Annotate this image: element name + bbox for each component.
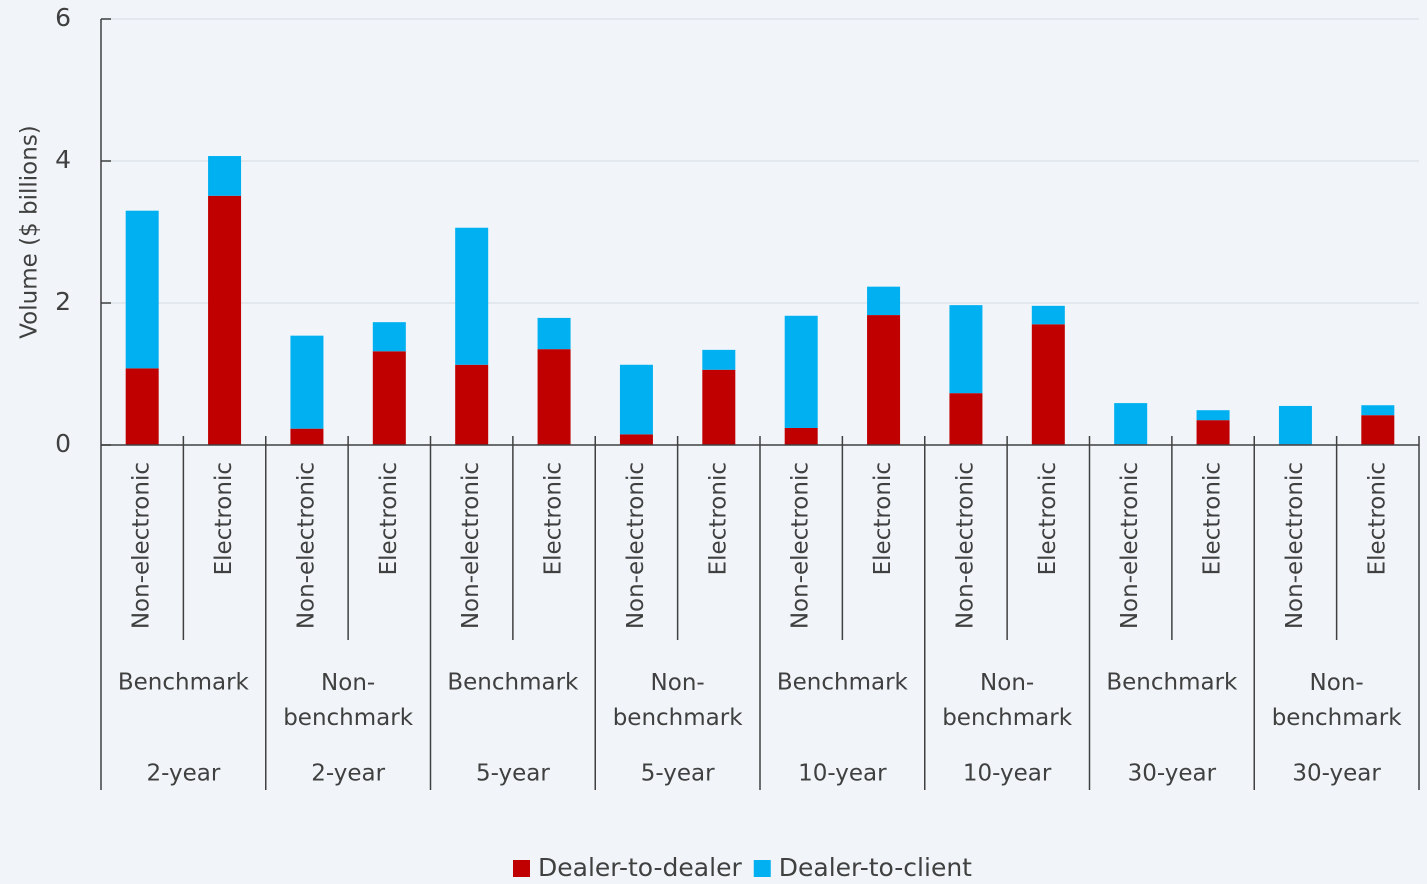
- bar-segment: [537, 317, 571, 350]
- bar-segment: [290, 428, 324, 445]
- term-label: 5-year: [476, 761, 550, 787]
- x-tick-label: Electronic: [211, 462, 237, 575]
- x-tick-label: Non-electronic: [293, 462, 319, 629]
- term-label: 10-year: [963, 761, 1052, 787]
- x-tick-label: Electronic: [705, 462, 731, 575]
- y-tick-label: 6: [55, 3, 71, 32]
- bar-segment: [1031, 305, 1065, 325]
- term-label: 2-year: [146, 761, 220, 787]
- bar-segment: [290, 335, 324, 429]
- group-label: Benchmark: [1106, 670, 1238, 696]
- group-label: Non-benchmark: [283, 670, 414, 731]
- group-label-line: Non-: [651, 670, 705, 696]
- x-tick-label: Electronic: [870, 462, 896, 575]
- x-tick-label: Electronic: [376, 462, 402, 575]
- bar-segment: [537, 349, 571, 445]
- bar-segment: [125, 368, 159, 445]
- bar-segment: [949, 305, 983, 394]
- x-tick-label: Electronic: [1364, 462, 1390, 575]
- legend-swatch: [513, 860, 530, 877]
- group-label: Non-benchmark: [942, 670, 1073, 731]
- bar-segment: [619, 364, 653, 435]
- bar-segment: [372, 322, 406, 352]
- term-label: 5-year: [641, 761, 715, 787]
- legend-swatch: [753, 860, 771, 877]
- y-tick-label: 4: [55, 145, 71, 174]
- bar-segment: [208, 195, 242, 445]
- x-tick-label: Non-electronic: [1282, 462, 1308, 629]
- group-label: Non-benchmark: [613, 670, 744, 731]
- group-label: Non-benchmark: [1272, 670, 1403, 731]
- bar-segment: [702, 349, 736, 370]
- x-tick-label: Non-electronic: [788, 462, 814, 629]
- group-label: Benchmark: [777, 670, 909, 696]
- bar-segment: [784, 315, 818, 428]
- bar-segment: [1361, 415, 1395, 445]
- bar-segment: [455, 227, 489, 365]
- bar-segment: [1361, 405, 1395, 416]
- term-label: 2-year: [311, 761, 385, 787]
- y-tick-label: 0: [55, 429, 71, 458]
- bar-segment: [619, 434, 653, 445]
- bar-segment: [125, 210, 159, 369]
- x-tick-label: Electronic: [1200, 462, 1226, 575]
- y-axis-label: Volume ($ billions): [17, 125, 43, 339]
- bar-segment: [455, 364, 489, 445]
- x-tick-label: Electronic: [1035, 462, 1061, 575]
- group-label: Benchmark: [118, 670, 250, 696]
- bar-segment: [1031, 324, 1065, 445]
- x-tick-label: Non-electronic: [1117, 462, 1143, 629]
- bar-segment: [1278, 405, 1312, 445]
- bar-segment: [1196, 420, 1230, 445]
- group-label: Benchmark: [447, 670, 579, 696]
- group-label-line: Non-: [1310, 670, 1364, 696]
- bar-segment: [784, 427, 818, 445]
- bar-segment: [208, 156, 242, 196]
- bar-segment: [1114, 403, 1148, 445]
- x-tick-label: Non-electronic: [458, 462, 484, 629]
- x-tick-label: Electronic: [541, 462, 567, 575]
- term-label: 30-year: [1292, 761, 1381, 787]
- bar-segment: [1196, 410, 1230, 421]
- y-tick-label: 2: [55, 287, 71, 316]
- group-label-line: benchmark: [283, 705, 414, 731]
- group-label-line: benchmark: [1272, 705, 1403, 731]
- x-tick-label: Non-electronic: [129, 462, 155, 629]
- x-tick-label: Non-electronic: [623, 462, 649, 629]
- group-label-line: Non-: [980, 670, 1034, 696]
- term-label: 30-year: [1128, 761, 1217, 787]
- bar-segment: [949, 393, 983, 445]
- bar-segment: [867, 286, 901, 316]
- group-label-line: benchmark: [942, 705, 1073, 731]
- group-label-line: Non-: [321, 670, 375, 696]
- legend-label: Dealer-to-dealer: [538, 853, 742, 882]
- bar-segment: [372, 351, 406, 445]
- term-label: 10-year: [798, 761, 887, 787]
- legend-label: Dealer-to-client: [779, 853, 972, 882]
- bar-segment: [702, 369, 736, 445]
- bar-segment: [867, 315, 901, 445]
- x-tick-label: Non-electronic: [952, 462, 978, 629]
- group-label-line: benchmark: [613, 705, 744, 731]
